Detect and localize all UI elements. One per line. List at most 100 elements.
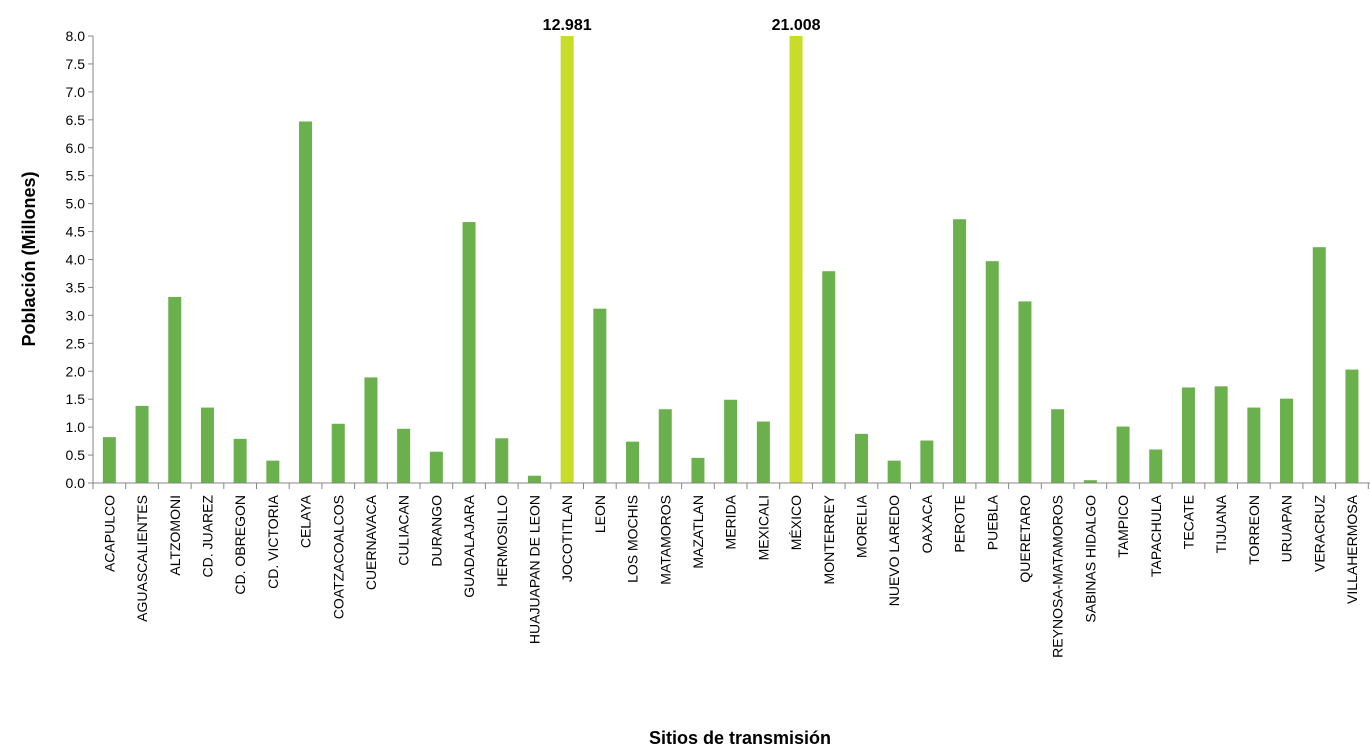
bar-mazatlan bbox=[691, 457, 705, 483]
bar-aguascalientes bbox=[135, 405, 149, 483]
bar-tecate bbox=[1181, 387, 1195, 483]
x-category-label: TIJUANA bbox=[1213, 494, 1229, 553]
axes bbox=[88, 36, 1370, 489]
bar-hermosillo bbox=[495, 438, 509, 483]
bar-culiacan bbox=[397, 428, 411, 483]
bar-monterrey bbox=[822, 271, 836, 483]
bar-puebla bbox=[985, 261, 999, 483]
bar-merida bbox=[724, 399, 738, 483]
bar-queretaro bbox=[1018, 301, 1032, 483]
bar-cd-juarez bbox=[200, 407, 214, 483]
y-axis-ticks: 0.0 0.5 1.0 1.5 2.0 2.5 3.0 3.5 4.0 4.5 5.0 5.5 6.0 6… bbox=[66, 28, 93, 491]
x-category-label: MEXICALI bbox=[755, 495, 771, 560]
bars bbox=[102, 36, 1359, 484]
bar-torreon bbox=[1247, 407, 1261, 483]
y-tick-label: 1.5 bbox=[66, 391, 86, 407]
bar-los-mochis bbox=[626, 441, 640, 483]
bar-reynosa-matamoros bbox=[1051, 409, 1065, 483]
bar-morelia bbox=[854, 433, 868, 483]
bar-veracruz bbox=[1312, 247, 1326, 483]
bar-tampico bbox=[1116, 426, 1130, 483]
x-category-label: CD. JUAREZ bbox=[199, 495, 215, 578]
x-category-label: LEON bbox=[592, 495, 608, 533]
x-category-label: AGUASCALIENTES bbox=[134, 495, 150, 622]
x-category-label: SABINAS HIDALGO bbox=[1082, 495, 1098, 623]
bar-sabinas-hidalgo bbox=[1083, 480, 1097, 483]
bar-mexicali bbox=[756, 421, 770, 483]
x-category-label: MONTERREY bbox=[821, 494, 837, 584]
bar-altzomoni bbox=[168, 296, 182, 483]
x-category-label: VERACRUZ bbox=[1311, 495, 1327, 572]
data-label: 21.008 bbox=[772, 17, 821, 34]
x-category-label: ACAPULCO bbox=[101, 495, 117, 572]
y-tick-label: 3.5 bbox=[66, 279, 86, 295]
bar-oaxaca bbox=[920, 440, 934, 483]
y-tick-label: 5.0 bbox=[66, 196, 86, 212]
x-category-label: JOCOTITLAN bbox=[559, 495, 575, 582]
x-category-label: OAXACA bbox=[919, 494, 935, 553]
x-category-label: ALTZOMONI bbox=[167, 495, 183, 576]
data-labels: 12.981 21.008 bbox=[543, 17, 821, 34]
y-tick-label: 8.0 bbox=[66, 28, 86, 44]
x-category-label: TAMPICO bbox=[1115, 495, 1131, 558]
x-axis-title: Sitios de transmisión bbox=[649, 728, 831, 746]
y-tick-label: 0.5 bbox=[66, 447, 86, 463]
bar-cd-obregon bbox=[233, 438, 247, 483]
x-category-label: CUERNAVACA bbox=[363, 494, 379, 590]
bar-perote bbox=[953, 219, 967, 483]
x-category-label: PEROTE bbox=[952, 495, 968, 553]
x-category-label: URUAPAN bbox=[1279, 495, 1295, 562]
bar-guadalajara bbox=[462, 222, 476, 483]
x-category-label: TECATE bbox=[1180, 495, 1196, 549]
bar-nuevo-laredo bbox=[887, 460, 901, 483]
y-tick-label: 7.0 bbox=[66, 84, 86, 100]
bar-celaya bbox=[299, 121, 313, 484]
x-category-label: PUEBLA bbox=[984, 494, 1000, 550]
y-tick-label: 2.0 bbox=[66, 363, 86, 379]
bar-jocotitlan bbox=[560, 36, 574, 483]
bar-leon bbox=[593, 308, 607, 483]
x-category-label: TORREON bbox=[1246, 495, 1262, 565]
x-category-label: HERMOSILLO bbox=[494, 495, 510, 587]
bar-matamoros bbox=[658, 409, 672, 483]
x-axis-category-labels: ACAPULCO AGUASCALIENTES ALTZOMONI CD. JUARE… bbox=[101, 494, 1360, 658]
bar-uruapan bbox=[1280, 398, 1294, 483]
y-tick-label: 6.5 bbox=[66, 112, 86, 128]
x-category-label: LOS MOCHIS bbox=[625, 495, 641, 583]
bar-cd-victoria bbox=[266, 460, 280, 483]
y-axis-title: Población (Millones) bbox=[19, 171, 39, 346]
x-category-label: CELAYA bbox=[298, 494, 314, 548]
y-tick-label: 4.5 bbox=[66, 224, 86, 240]
y-tick-label: 3.0 bbox=[66, 307, 86, 323]
x-category-label: GUADALAJARA bbox=[461, 494, 477, 597]
x-category-label: COATZACOALCOS bbox=[330, 495, 346, 619]
x-category-label: MÉXICO bbox=[788, 495, 804, 550]
x-category-label: CULIACAN bbox=[396, 495, 412, 566]
x-category-label: CD. OBREGON bbox=[232, 495, 248, 595]
x-category-label: MERIDA bbox=[723, 494, 739, 549]
bar-durango bbox=[429, 451, 443, 483]
x-category-label: TAPACHULA bbox=[1148, 494, 1164, 577]
bar-tijuana bbox=[1214, 386, 1228, 483]
bar-tapachula bbox=[1149, 449, 1163, 483]
y-tick-label: 2.5 bbox=[66, 335, 86, 351]
x-category-label: MATAMOROS bbox=[657, 495, 673, 585]
y-tick-label: 0.0 bbox=[66, 475, 86, 491]
x-category-label: MAZATLAN bbox=[690, 495, 706, 569]
x-category-label: NUEVO LAREDO bbox=[886, 495, 902, 606]
y-tick-label: 6.0 bbox=[66, 140, 86, 156]
x-category-label: QUERETARO bbox=[1017, 495, 1033, 583]
x-category-label: CD. VICTORIA bbox=[265, 494, 281, 589]
x-category-label: REYNOSA-MATAMOROS bbox=[1050, 495, 1066, 658]
x-category-label: VILLAHERMOSA bbox=[1344, 494, 1360, 604]
data-label: 12.981 bbox=[543, 17, 592, 34]
bar-cuernavaca bbox=[364, 377, 378, 483]
y-tick-label: 1.0 bbox=[66, 419, 86, 435]
bar-villahermosa bbox=[1345, 369, 1359, 483]
bar-coatzacoalcos bbox=[331, 423, 345, 483]
bar-acapulco bbox=[102, 437, 116, 483]
x-category-label: DURANGO bbox=[428, 495, 444, 567]
x-category-label: HUAJUAPAN DE LEON bbox=[526, 495, 542, 644]
